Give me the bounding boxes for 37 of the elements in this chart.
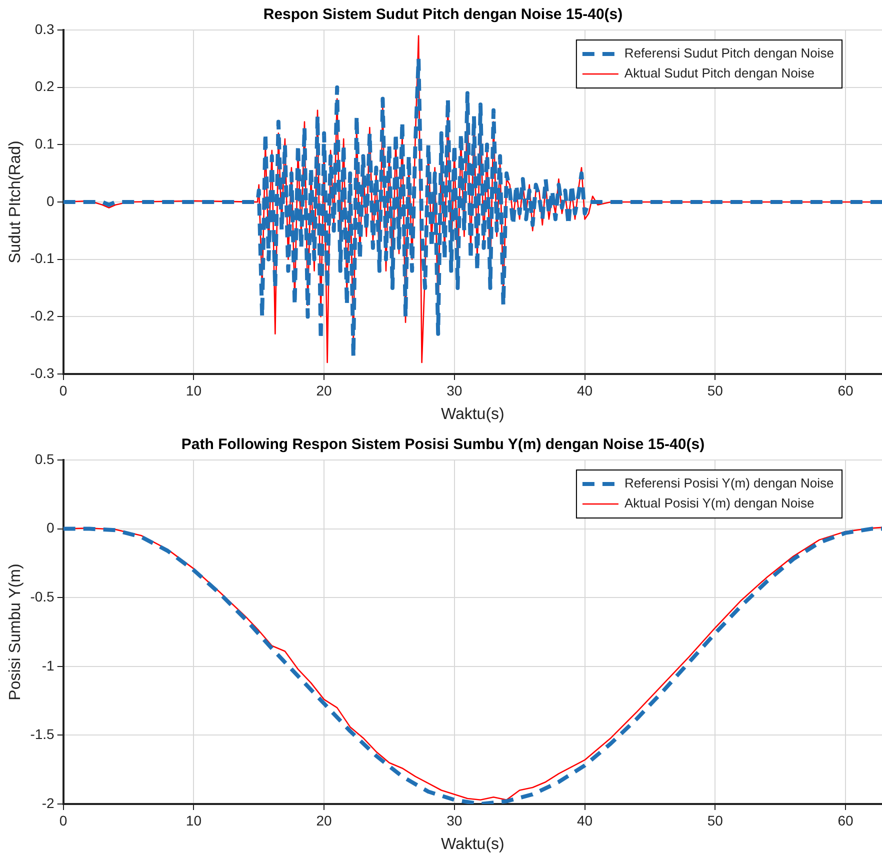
x-tick-label: 60 <box>838 382 854 398</box>
chart-title: Respon Sistem Sudut Pitch dengan Noise 15-40(s) <box>263 6 623 24</box>
y-tick-label: -0.3 <box>30 364 55 381</box>
y-tick-label: -0.2 <box>30 308 55 324</box>
legend-label: Aktual Posisi Y(m) dengan Noise <box>624 496 814 511</box>
y-tick-label: 0.3 <box>34 20 55 37</box>
x-tick-label: 0 <box>59 382 68 398</box>
y-tick-label: 0 <box>46 192 55 209</box>
x-tick-label: 0 <box>59 812 68 828</box>
x-tick-label: 30 <box>446 812 462 828</box>
x-tick-label: 50 <box>707 812 724 828</box>
x-tick-label: 10 <box>186 812 202 828</box>
y-tick-label: -0.1 <box>30 250 55 266</box>
x-axis-title: Waktu(s) <box>440 836 504 853</box>
x-tick-label: 40 <box>576 382 593 398</box>
legend-label: Referensi Sudut Pitch dengan Noise <box>624 46 834 61</box>
legend-label: Aktual Sudut Pitch dengan Noise <box>624 66 815 81</box>
chart-title: Path Following Respon Sistem Posisi Sumbu Y(m) dengan Noise 15-40(s) <box>181 436 705 454</box>
x-tick-label: 20 <box>316 812 332 828</box>
x-tick-label: 60 <box>838 812 854 828</box>
x-tick-label: 50 <box>707 382 724 398</box>
legend-label: Referensi Posisi Y(m) dengan Noise <box>624 476 834 491</box>
y-tick-label: 0.2 <box>34 78 55 94</box>
y-tick-label: -0.5 <box>30 588 55 604</box>
x-tick-label: 20 <box>316 382 332 398</box>
y-tick-label: 0.5 <box>34 450 55 467</box>
y-tick-label: 0 <box>46 520 55 536</box>
y-axis-title: Sudut PItch(Rad) <box>7 140 24 264</box>
y-tick-label: -1 <box>42 657 55 674</box>
x-axis-title: Waktu(s) <box>440 406 504 423</box>
y-axis-title: Posisi Sumbu Y(m) <box>7 564 24 700</box>
x-tick-label: 30 <box>446 382 462 398</box>
x-tick-label: 40 <box>576 812 593 828</box>
y-tick-label: 0.1 <box>34 136 55 152</box>
x-tick-label: 10 <box>186 382 202 398</box>
y-tick-label: -1.5 <box>30 726 55 742</box>
y-tick-label: -2 <box>42 794 55 811</box>
